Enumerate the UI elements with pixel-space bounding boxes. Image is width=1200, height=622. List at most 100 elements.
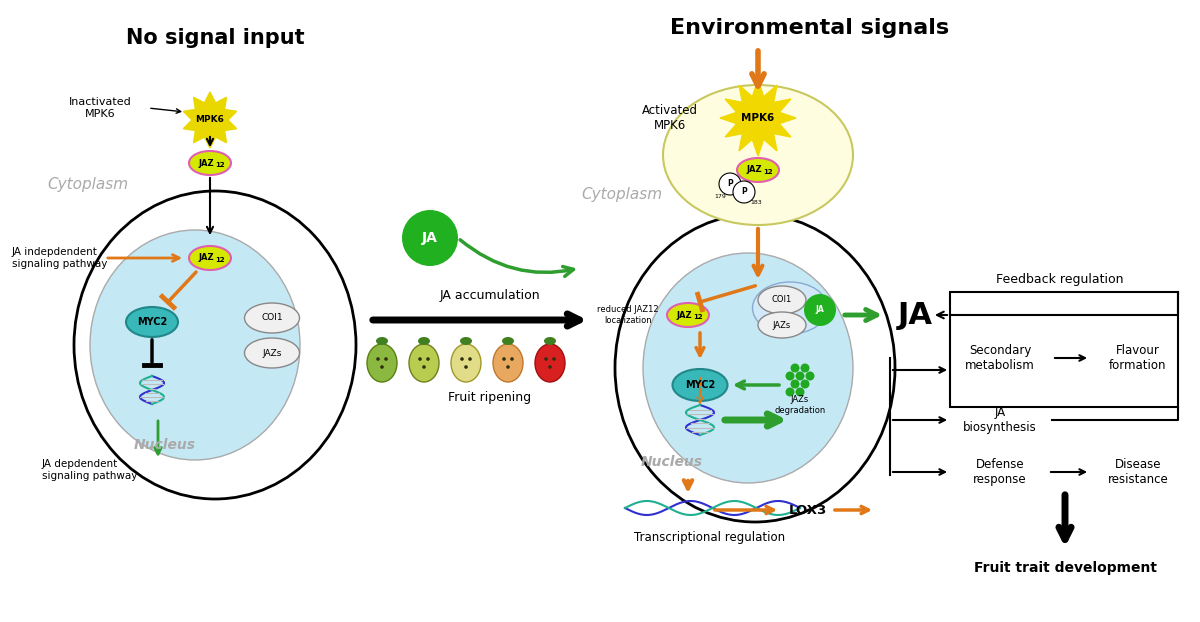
Text: JA: JA [422, 231, 438, 245]
Circle shape [548, 365, 552, 369]
Text: MYC2: MYC2 [685, 380, 715, 390]
Ellipse shape [493, 344, 523, 382]
Ellipse shape [418, 337, 430, 345]
Ellipse shape [737, 158, 779, 182]
Ellipse shape [672, 369, 727, 401]
Circle shape [786, 371, 794, 381]
Text: 12: 12 [694, 314, 703, 320]
Circle shape [426, 357, 430, 361]
Circle shape [733, 181, 755, 203]
Circle shape [800, 363, 810, 373]
Ellipse shape [245, 303, 300, 333]
Ellipse shape [367, 344, 397, 382]
Polygon shape [184, 92, 236, 148]
Text: P: P [727, 180, 733, 188]
Text: JA accumulation: JA accumulation [439, 289, 540, 302]
Circle shape [422, 365, 426, 369]
Text: Flavour
formation: Flavour formation [1109, 344, 1166, 372]
Text: Cytoplasm: Cytoplasm [48, 177, 128, 192]
Circle shape [804, 294, 836, 326]
Circle shape [719, 173, 742, 195]
Text: MYC2: MYC2 [137, 317, 167, 327]
Ellipse shape [643, 253, 853, 483]
Circle shape [796, 371, 804, 381]
Circle shape [796, 388, 804, 396]
Text: Feedback regulation: Feedback regulation [996, 274, 1123, 287]
Circle shape [786, 388, 794, 396]
Ellipse shape [758, 286, 806, 314]
Text: Nucleus: Nucleus [134, 438, 196, 452]
Ellipse shape [544, 337, 556, 345]
Ellipse shape [502, 337, 514, 345]
Text: 12: 12 [215, 162, 224, 168]
Text: 12: 12 [763, 169, 773, 175]
Text: JAZ: JAZ [676, 310, 692, 320]
Text: Fruit ripening: Fruit ripening [449, 391, 532, 404]
Text: Disease
resistance: Disease resistance [1108, 458, 1169, 486]
Ellipse shape [126, 307, 178, 337]
Text: JAZ: JAZ [746, 165, 762, 175]
Text: JAZs: JAZs [263, 348, 282, 358]
Circle shape [800, 379, 810, 389]
Text: 179: 179 [714, 193, 726, 198]
Text: JA
biosynthesis: JA biosynthesis [964, 406, 1037, 434]
Circle shape [791, 379, 799, 389]
Text: reduced JAZ12
localization: reduced JAZ12 localization [598, 305, 659, 325]
Text: Secondary
metabolism: Secondary metabolism [965, 344, 1034, 372]
Text: Cytoplasm: Cytoplasm [582, 187, 662, 203]
Circle shape [791, 363, 799, 373]
Ellipse shape [752, 282, 828, 334]
Circle shape [805, 371, 815, 381]
Text: Inactivated
MPK6: Inactivated MPK6 [68, 97, 131, 119]
Circle shape [461, 357, 463, 361]
Text: COI1: COI1 [262, 313, 283, 322]
Text: JAZs: JAZs [773, 320, 791, 330]
FancyBboxPatch shape [950, 292, 1178, 407]
Text: JAZ: JAZ [198, 159, 214, 167]
Text: JA: JA [898, 300, 932, 330]
Ellipse shape [376, 337, 388, 345]
Polygon shape [720, 80, 796, 156]
Ellipse shape [616, 214, 895, 522]
Text: No signal input: No signal input [126, 28, 305, 48]
Text: JAZ: JAZ [198, 254, 214, 262]
Text: LOX3: LOX3 [788, 503, 827, 516]
Text: P: P [742, 187, 746, 197]
Circle shape [384, 357, 388, 361]
Text: Transcriptional regulation: Transcriptional regulation [635, 532, 786, 544]
Ellipse shape [460, 337, 472, 345]
Text: Fruit trait development: Fruit trait development [973, 561, 1157, 575]
Text: Defense
response: Defense response [973, 458, 1027, 486]
Ellipse shape [758, 312, 806, 338]
Circle shape [503, 357, 506, 361]
Ellipse shape [662, 85, 853, 225]
Text: JA: JA [816, 305, 824, 315]
Circle shape [380, 365, 384, 369]
Text: MPK6: MPK6 [196, 116, 224, 124]
Text: Activated
MPK6: Activated MPK6 [642, 104, 698, 132]
Text: JAZs
degradation: JAZs degradation [774, 396, 826, 415]
Circle shape [468, 357, 472, 361]
Ellipse shape [535, 344, 565, 382]
Circle shape [552, 357, 556, 361]
Ellipse shape [190, 151, 230, 175]
Text: 183: 183 [750, 200, 762, 205]
Circle shape [419, 357, 422, 361]
Circle shape [464, 365, 468, 369]
Ellipse shape [409, 344, 439, 382]
Ellipse shape [451, 344, 481, 382]
Circle shape [377, 357, 379, 361]
Text: Nucleus: Nucleus [641, 455, 703, 469]
Circle shape [510, 357, 514, 361]
Ellipse shape [90, 230, 300, 460]
Ellipse shape [74, 191, 356, 499]
Ellipse shape [245, 338, 300, 368]
Text: JA indepdendent
signaling pathway: JA indepdendent signaling pathway [12, 247, 107, 269]
Text: Environmental signals: Environmental signals [671, 18, 949, 38]
Ellipse shape [667, 303, 709, 327]
Text: JA depdendent
signaling pathway: JA depdendent signaling pathway [42, 459, 137, 481]
Text: COI1: COI1 [772, 295, 792, 305]
Circle shape [506, 365, 510, 369]
Text: 12: 12 [215, 257, 224, 263]
Circle shape [402, 210, 458, 266]
